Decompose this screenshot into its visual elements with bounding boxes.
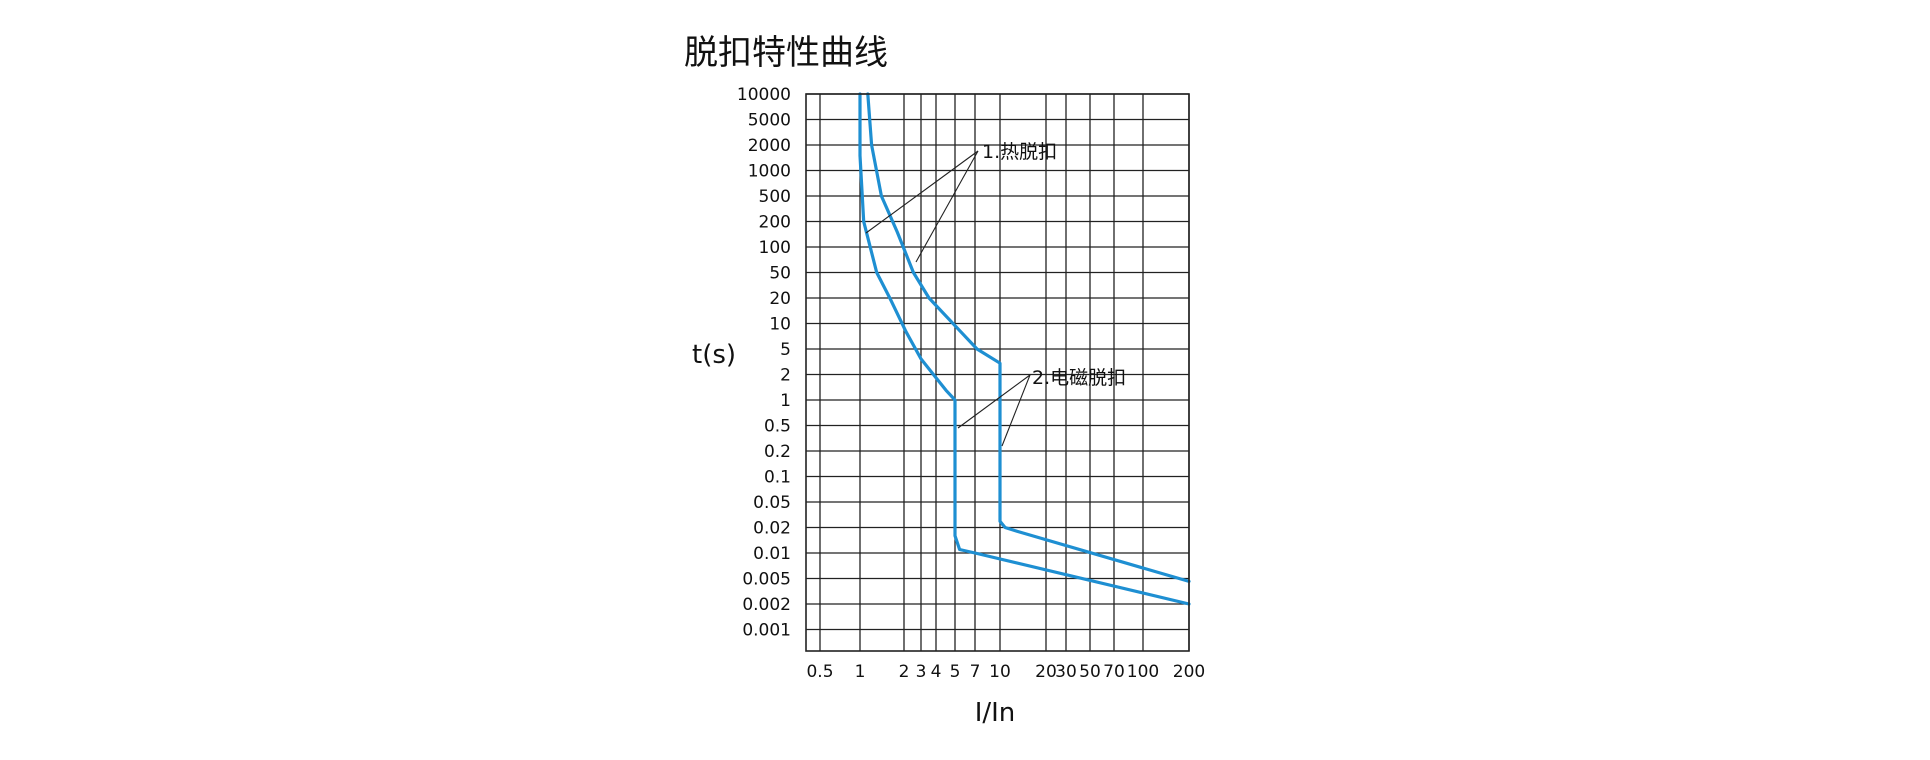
x-axis-label: I/In <box>975 698 1016 728</box>
annotation-label-1: 1.热脱扣 <box>982 141 1057 163</box>
chart-title: 脱扣特性曲线 <box>684 33 888 73</box>
plot-frame <box>805 93 1190 652</box>
y-tick-label: 0.2 <box>764 442 791 462</box>
y-tick-label: 1000 <box>748 162 791 182</box>
x-tick-label: 200 <box>1173 662 1205 682</box>
y-tick-label: 5 <box>780 340 791 360</box>
annotation-label-2: 2.电磁脱扣 <box>1032 367 1126 389</box>
annotation-leader-line <box>957 374 1031 429</box>
y-tick-label: 0.005 <box>742 570 791 590</box>
series-lines <box>858 92 1191 606</box>
y-tick-label: 500 <box>759 187 791 207</box>
y-tick-label: 2000 <box>748 136 791 156</box>
x-tick-label: 7 <box>970 662 981 682</box>
y-tick-label: 10 <box>769 315 791 335</box>
x-tick-label: 20 <box>1035 662 1057 682</box>
y-tick-label: 20 <box>769 289 791 309</box>
x-tick-label: 1 <box>855 662 866 682</box>
series-line-1 <box>858 92 1191 606</box>
y-tick-label: 1 <box>780 391 791 411</box>
x-tick-label: 70 <box>1103 662 1125 682</box>
y-tick-label: 2 <box>780 366 791 386</box>
grid-lines <box>806 93 1190 651</box>
x-tick-label: 3 <box>916 662 927 682</box>
y-tick-label: 0.05 <box>753 493 791 513</box>
y-tick-label: 50 <box>769 264 791 284</box>
y-tick-label: 5000 <box>748 111 791 131</box>
x-tick-label: 0.5 <box>806 662 833 682</box>
annotation-leader-line <box>915 150 979 263</box>
y-tick-label: 10000 <box>737 85 791 105</box>
x-tick-label: 50 <box>1079 662 1101 682</box>
x-tick-label: 4 <box>931 662 942 682</box>
x-tick-label: 5 <box>950 662 961 682</box>
y-tick-label: 0.1 <box>764 468 791 488</box>
annotation-leaders <box>865 150 1031 447</box>
y-tick-label: 0.001 <box>742 621 791 641</box>
y-tick-label: 100 <box>759 238 791 258</box>
y-tick-label: 0.5 <box>764 417 791 437</box>
annotation-leader-line <box>865 150 979 234</box>
y-tick-label: 0.01 <box>753 544 791 564</box>
y-tick-label: 0.02 <box>753 519 791 539</box>
x-tick-label: 2 <box>899 662 910 682</box>
x-tick-label: 30 <box>1055 662 1077 682</box>
y-axis-label: t(s) <box>692 340 736 370</box>
x-tick-label: 100 <box>1127 662 1159 682</box>
series-line-2 <box>866 92 1191 584</box>
annotation-leader-line <box>1001 374 1031 447</box>
y-tick-label: 0.002 <box>742 595 791 615</box>
y-tick-labels: 10000 5000 2000 1000 500 200 100 50 20 10 5 2 1 0.5 0.… <box>737 85 791 641</box>
annotations: 1.热脱扣 2.电磁脱扣 <box>982 141 1126 389</box>
y-tick-label: 200 <box>759 213 791 233</box>
x-tick-label: 10 <box>989 662 1011 682</box>
